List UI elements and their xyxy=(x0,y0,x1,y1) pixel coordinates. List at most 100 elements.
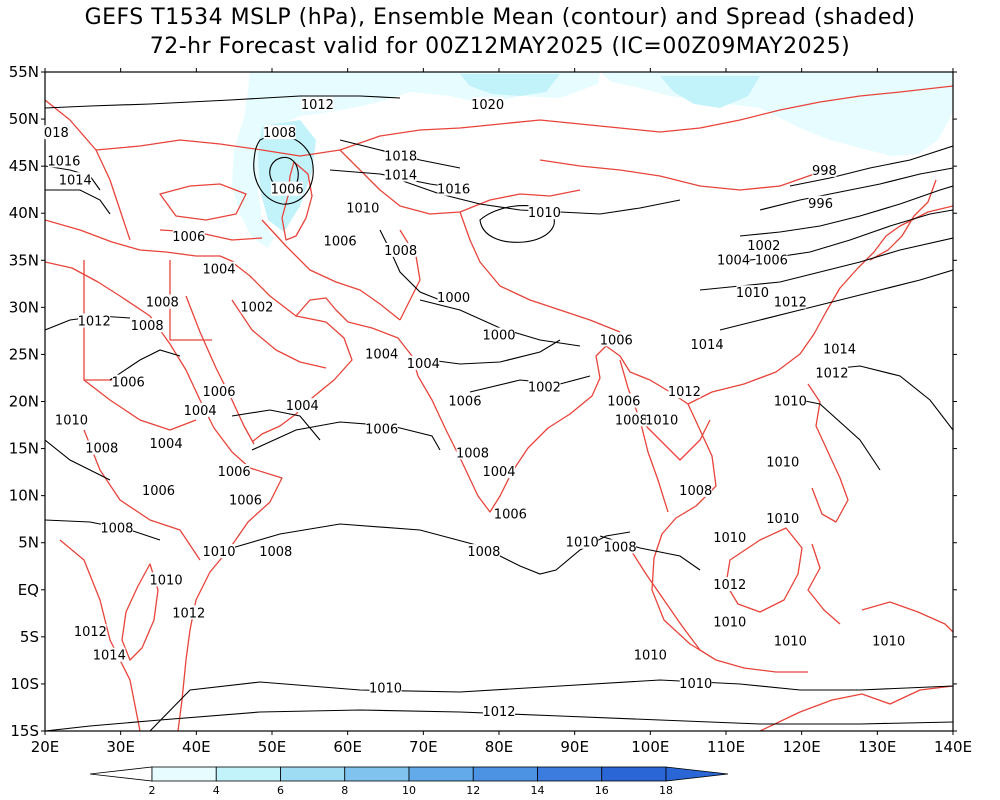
contour-label: 1016 xyxy=(437,183,470,198)
lat-tick-label: 15S xyxy=(10,722,39,740)
contour-1004-arabia xyxy=(231,409,321,441)
contour-label-bg xyxy=(615,412,648,427)
border-china-india xyxy=(459,211,621,333)
lat-tick-label: 15N xyxy=(9,440,39,458)
contour-label-bg xyxy=(384,242,417,257)
coast-arabia xyxy=(231,261,353,443)
contour-label: 1002 xyxy=(747,239,780,254)
contour-label-bg xyxy=(471,96,504,111)
contour-label-bg xyxy=(494,506,527,521)
spread-shade-caspian xyxy=(258,120,316,232)
contour-label: 1010 xyxy=(645,413,678,428)
contour-label-bg xyxy=(172,228,205,243)
border-iran xyxy=(261,219,401,321)
contour-label: 1010 xyxy=(634,649,667,664)
contour-label-bg xyxy=(184,402,217,417)
contour-label-bg xyxy=(74,624,107,639)
colorbar-swatch xyxy=(537,766,603,782)
contour-label: 1012 xyxy=(815,366,848,381)
contour-label: 1006 xyxy=(324,234,357,249)
contour-label: 1008 xyxy=(384,244,417,259)
latitude-axis: 55N 50N 45N 40N 35N 30N 25N 20N 15N 10N 5N EQ 5S 10S 1… xyxy=(9,63,957,740)
contour-label-bg xyxy=(271,181,304,196)
contour-1006-africa xyxy=(109,349,181,381)
colorbar-tick-label: 2 xyxy=(149,784,156,797)
contour-label-bg xyxy=(448,393,481,408)
contour-label-bg xyxy=(346,200,379,215)
coast-red-sea xyxy=(185,295,255,445)
contour-label-bg xyxy=(812,162,837,177)
coast-sumatra xyxy=(631,551,717,661)
lon-tick-label: 80E xyxy=(485,738,514,756)
colorbar-tick-label: 16 xyxy=(595,784,609,797)
contour-label: 1012 xyxy=(482,705,515,720)
contour-label: 1012 xyxy=(668,385,701,400)
contour-label: 1006 xyxy=(755,253,788,268)
contour-label-bg xyxy=(218,464,251,479)
contour-label: 1006 xyxy=(172,230,205,245)
contour-label: 1008 xyxy=(146,296,179,311)
contour-label-bg xyxy=(604,539,637,554)
border-arabia-inner xyxy=(231,299,327,369)
lon-tick-label: 50E xyxy=(258,738,287,756)
colorbar-swatch xyxy=(151,766,217,782)
border-indochina xyxy=(639,419,711,461)
contour-label-bg xyxy=(286,398,319,413)
colorbar-tick-label: 4 xyxy=(213,784,220,797)
contour-label-bg xyxy=(528,205,561,220)
contour-label: 1008 xyxy=(131,319,164,334)
contour-label-bg xyxy=(142,482,175,497)
contour-label: 1010 xyxy=(55,413,88,428)
contour-label: 1004 xyxy=(202,263,235,278)
coastlines xyxy=(45,85,953,731)
contour-label-bg xyxy=(713,614,746,629)
contour-label: 1006 xyxy=(448,395,481,410)
contour-label: 1004 xyxy=(717,253,750,268)
lon-tick-label: 40E xyxy=(182,738,211,756)
lat-tick-label: 45N xyxy=(9,157,39,175)
spread-shade-east-asia xyxy=(600,72,953,156)
lat-tick-label: 10N xyxy=(9,487,39,505)
lon-tick-label: 70E xyxy=(409,738,438,756)
contour-label-bg xyxy=(85,440,118,455)
contour-label: 1012 xyxy=(774,296,807,311)
contour-label-bg xyxy=(872,633,905,648)
spread-shading xyxy=(232,72,953,248)
contour-label-bg xyxy=(713,530,746,545)
contour-label-bg xyxy=(229,492,262,507)
contour-label-bg xyxy=(600,332,633,347)
contour-label-bg xyxy=(815,365,848,380)
contour-label: 1002 xyxy=(528,380,561,395)
contour-label-bg xyxy=(774,633,807,648)
contour-label-bg xyxy=(259,544,292,559)
colorbar-tick-label: 8 xyxy=(341,784,348,797)
contour-label-bg xyxy=(717,252,750,267)
lat-tick-label: 25N xyxy=(9,345,39,363)
contour-label-bg xyxy=(483,464,515,479)
contour-label: 018 xyxy=(44,126,69,141)
contour-1012-north xyxy=(45,95,401,109)
contour-label-bg xyxy=(112,374,145,389)
border-europe xyxy=(45,99,131,241)
contour-label-bg xyxy=(766,454,799,469)
lon-tick-label: 130E xyxy=(858,738,896,756)
coast-australia xyxy=(759,685,953,731)
contour-label: 1008 xyxy=(456,446,489,461)
contour-label: 1004 xyxy=(150,437,183,452)
contour-label-bg xyxy=(100,520,133,535)
contour-label-bg xyxy=(766,511,799,526)
colorbar-tick-label: 12 xyxy=(466,784,480,797)
contour-label-bg xyxy=(483,327,515,342)
contour-label: 1006 xyxy=(142,484,175,499)
border-congo xyxy=(59,539,141,731)
contour-label: 1014 xyxy=(384,169,417,184)
lat-tick-label: 40N xyxy=(9,204,39,222)
contour-1002-east xyxy=(739,185,953,237)
lon-tick-label: 120E xyxy=(783,738,821,756)
border-libya xyxy=(83,260,130,381)
contour-label-bg xyxy=(203,261,236,276)
contour-label: 1004 xyxy=(184,404,217,419)
contour-label: 1008 xyxy=(85,442,118,457)
coast-japan xyxy=(869,179,937,261)
coast-gulf xyxy=(295,297,349,323)
